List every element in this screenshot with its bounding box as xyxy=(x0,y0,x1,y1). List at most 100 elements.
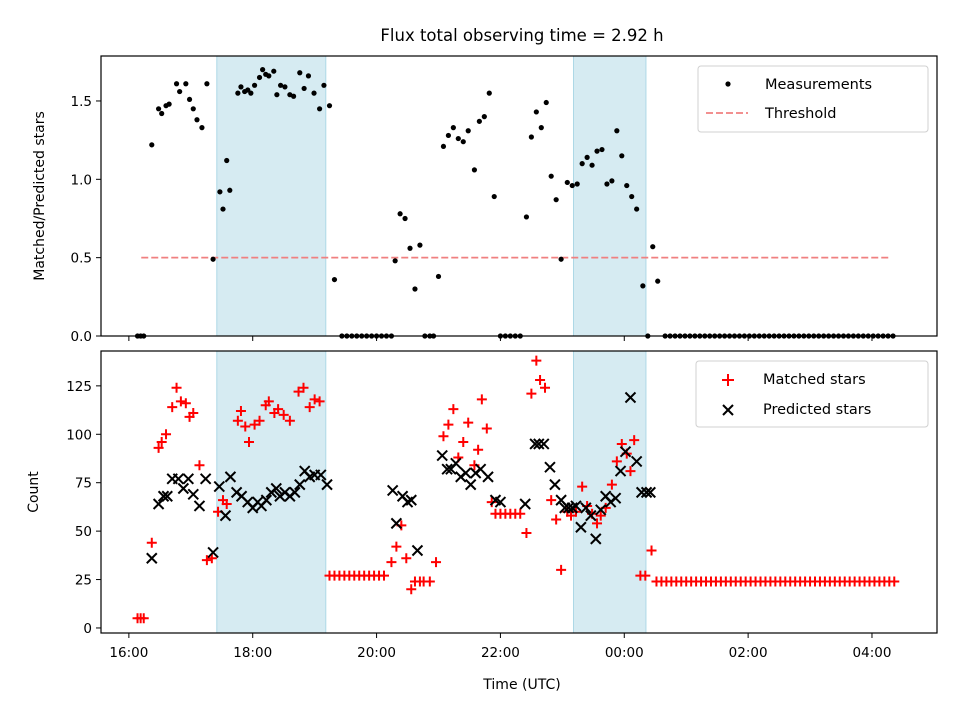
predicted-star-point xyxy=(538,438,550,450)
measurement-point xyxy=(465,128,471,134)
matched-star-point xyxy=(486,497,497,508)
predicted-star-point xyxy=(157,490,170,502)
predicted-star-point xyxy=(386,484,399,497)
matched-star-point xyxy=(386,557,397,568)
matched-star-point xyxy=(546,495,557,506)
measurement-point xyxy=(210,256,216,262)
bottom-y-tick-label: 125 xyxy=(66,379,92,395)
predicted-star-point xyxy=(390,517,403,530)
matched-star-point xyxy=(438,431,449,442)
top-axes-frame xyxy=(100,55,938,337)
matched-star-point xyxy=(161,429,172,440)
bottom-y-tick-label: 100 xyxy=(66,427,92,443)
matched-star-point xyxy=(463,417,474,428)
measurement-point xyxy=(609,178,615,184)
x-tick-label: 00:00 xyxy=(605,645,644,661)
measurement-point xyxy=(624,182,630,189)
matched-star-point xyxy=(556,564,567,575)
top-shaded-span-0 xyxy=(216,55,327,337)
measurement-point xyxy=(321,82,327,88)
top-y-axis-label: Matched/Predicted stars xyxy=(32,111,48,281)
legend-threshold-label: Threshold xyxy=(764,106,836,122)
measurement-point xyxy=(491,193,497,200)
matched-star-point xyxy=(401,553,412,564)
measurement-point xyxy=(553,197,559,203)
matched-star-point xyxy=(244,437,255,448)
matched-star-point xyxy=(240,421,251,432)
legend-matched-label: Matched stars xyxy=(763,372,866,388)
measurement-point xyxy=(486,90,492,96)
matched-star-point xyxy=(595,510,606,521)
matched-star-point xyxy=(577,481,588,492)
matched-star-point xyxy=(448,404,459,415)
matched-star-point xyxy=(531,355,542,366)
matched-star-point xyxy=(254,415,265,426)
measurement-point xyxy=(629,193,635,200)
matched-star-point xyxy=(481,423,492,434)
matched-star-point xyxy=(535,375,546,386)
matched-star-point xyxy=(235,406,246,417)
measurement-point xyxy=(584,154,590,160)
matched-star-point xyxy=(180,398,191,409)
measurement-point xyxy=(589,162,595,168)
measurement-point xyxy=(194,117,200,123)
measurement-point xyxy=(634,206,640,212)
matched-star-point xyxy=(201,555,212,566)
measurement-point xyxy=(523,214,530,220)
predicted-star-point xyxy=(260,494,273,506)
matched-star-point xyxy=(175,396,186,407)
measurement-point xyxy=(476,118,482,124)
measurement-point xyxy=(248,90,254,96)
matched-star-point xyxy=(284,415,295,426)
measurement-point xyxy=(217,189,223,195)
matched-star-point xyxy=(304,402,315,413)
predicted-star-point xyxy=(289,486,301,499)
predicted-star-point xyxy=(595,504,607,516)
matched-star-point xyxy=(263,396,274,407)
top-legend: Measurements Threshold xyxy=(697,65,929,133)
predicted-star-point xyxy=(207,546,219,559)
predicted-star-point xyxy=(146,552,158,564)
measurement-point xyxy=(159,110,165,117)
measurement-point xyxy=(445,132,452,139)
measurement-point xyxy=(599,146,605,153)
measurement-point xyxy=(260,67,266,73)
matched-star-point xyxy=(526,388,537,399)
matched-star-point xyxy=(314,396,325,407)
predicted-star-point xyxy=(624,391,637,404)
matched-star-point xyxy=(443,419,454,430)
predicted-star-point xyxy=(464,478,477,491)
x-tick-label: 02:00 xyxy=(729,645,768,661)
predicted-star-point xyxy=(172,473,185,485)
legend-measurements-label: Measurements xyxy=(765,77,872,93)
predicted-star-point xyxy=(635,486,648,499)
predicted-star-point xyxy=(315,469,327,481)
x-tick-label: 18:00 xyxy=(233,645,272,661)
matched-star-point xyxy=(646,545,657,556)
chart-title: Flux total observing time = 2.92 h xyxy=(380,26,663,45)
matched-star-point xyxy=(551,514,562,525)
matched-star-point xyxy=(278,409,289,420)
matched-star-point xyxy=(629,435,640,446)
predicted-star-point xyxy=(224,471,237,483)
measurement-point xyxy=(235,90,241,96)
predicted-star-point xyxy=(199,473,212,485)
measurement-point xyxy=(266,73,272,79)
measurement-point xyxy=(311,90,317,96)
measurement-point xyxy=(297,70,303,76)
measurement-point xyxy=(640,283,646,289)
measurement-point xyxy=(190,106,196,112)
predicted-star-point xyxy=(193,500,206,512)
top-y-tick-label: 1.0 xyxy=(71,172,92,188)
measurement-point xyxy=(282,84,288,90)
legend-predicted-label: Predicted stars xyxy=(763,402,871,418)
matched-star-point xyxy=(640,570,651,581)
matched-star-point xyxy=(188,407,199,418)
measurement-point xyxy=(238,84,244,90)
predicted-star-point xyxy=(494,496,507,508)
legend-measurements-marker xyxy=(725,81,731,87)
predicted-star-point xyxy=(482,471,494,483)
predicted-star-point xyxy=(219,509,232,522)
measurement-point xyxy=(301,85,307,92)
predicted-star-point xyxy=(575,521,587,533)
